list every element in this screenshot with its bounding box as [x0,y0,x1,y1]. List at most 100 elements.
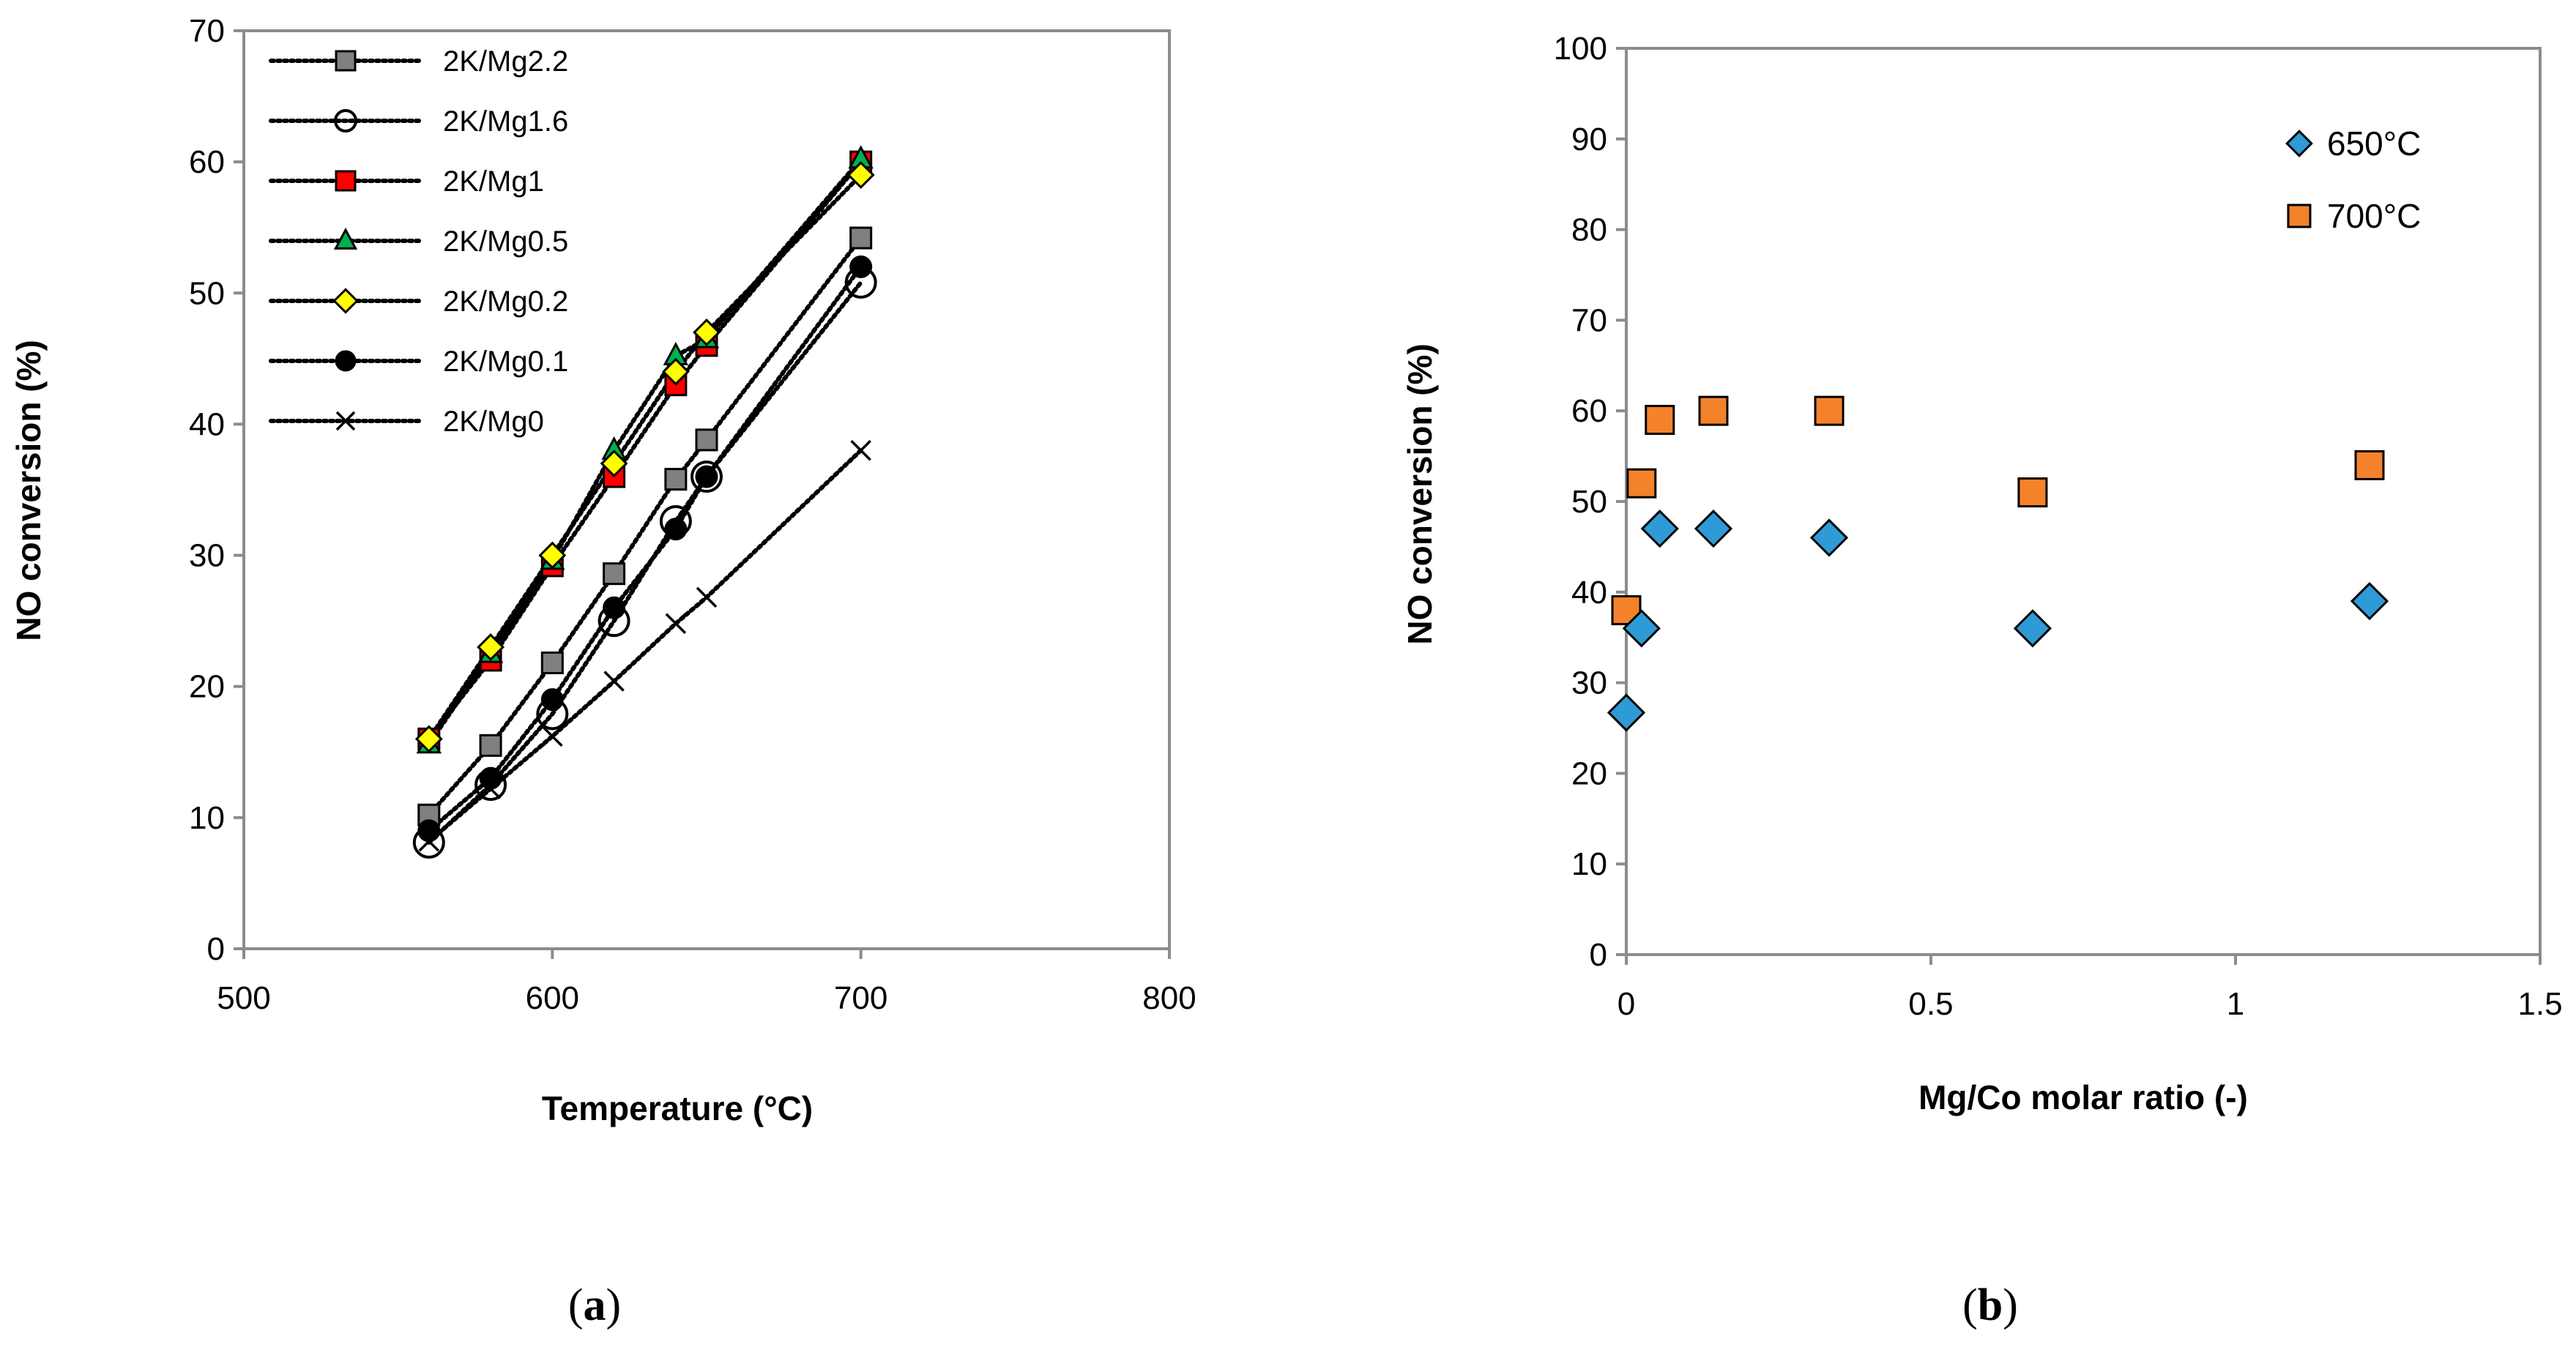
panel-b-ylabel: NO conversion (%) [1401,343,1439,645]
panel-b-ytick-label: 50 [1571,484,1607,520]
panel-a-ytick-label: 60 [189,144,225,180]
panel-b-ytick-label: 20 [1571,755,1607,791]
data-point-700-c [2017,477,2048,508]
data-point-650-c [1622,609,1661,648]
panel-a-ytick-label: 20 [189,669,225,705]
panel-a-ytick-label: 0 [207,931,225,967]
panel-b-xlabel: Mg/Co molar ratio (-) [1918,1078,2248,1116]
data-point-2k-mg0 [418,830,440,852]
data-point-2k-mg2-2 [540,651,564,674]
panel-b-caption-letter: b [1978,1280,2003,1330]
legend-marker [2285,130,2313,157]
panel-b-ytick-label: 70 [1571,302,1607,338]
data-point-2k-mg2-2 [603,562,626,586]
panel-b-ytick-label: 10 [1571,846,1607,882]
legend-item-2k-mg0-1: 2K/Mg0.1 [269,346,568,378]
panel-a-xtick-label: 800 [1142,980,1196,1016]
legend-marker [335,50,357,72]
legend-item-2k-mg1: 2K/Mg1 [269,165,544,198]
legend-marker [332,288,359,314]
legend-marker [2287,204,2312,228]
panel-b-ytick-label: 40 [1571,575,1607,611]
data-point-700-c [1814,395,1844,426]
legend-label: 2K/Mg0.5 [443,225,568,258]
data-point-2k-mg2-2 [695,428,718,452]
panel-b-ytick-label: 100 [1554,31,1607,67]
legend-label: 2K/Mg0 [443,406,544,438]
legend-item-2k-mg0-2: 2K/Mg0.2 [269,286,568,318]
panel-b-ytick-label: 30 [1571,665,1607,701]
data-point-2k-mg0-2 [693,318,721,346]
data-point-700-c [1626,468,1657,499]
data-point-2k-mg0-2 [661,357,690,386]
panel-a-legend: 2K/Mg2.2 2K/Mg1.6 2K/Mg1 2K/Mg0.5 2K/Mg0.2 2K… [269,45,568,438]
data-point-2k-mg0 [665,613,687,634]
panel-b-xtick-label: 1.5 [2517,986,2562,1022]
legend-item-2k-mg0-5: 2K/Mg0.5 [269,225,568,258]
data-point-2k-mg0 [603,671,625,692]
panel-b-xtick-label: 1 [2227,986,2244,1022]
panel-b-caption: (b) [1962,1280,2018,1330]
panel-a-xtick-label: 500 [217,980,270,1016]
data-point-2k-mg0 [542,725,563,747]
legend-marker [334,109,357,133]
panel-b-plot-area [1625,47,2542,956]
legend-marker [335,350,357,372]
data-point-2k-mg0 [480,778,502,799]
legend-item-2k-mg2-2: 2K/Mg2.2 [269,45,568,78]
legend-label: 2K/Mg0.2 [443,286,568,318]
panel-a-caption-letter: a [584,1280,606,1330]
panel-b-legend: 650°C 700°C [2285,124,2421,235]
data-point-2k-mg0-1 [664,518,688,541]
data-point-2k-mg2-2 [849,226,873,250]
panel-a-ytick-label: 70 [189,13,225,49]
panel-a-ytick-label: 50 [189,275,225,311]
data-point-2k-mg0-1 [479,766,502,790]
data-point-2k-mg0-1 [603,596,626,619]
data-point-650-c [1809,518,1849,557]
data-point-2k-mg0-1 [849,255,873,278]
data-point-2k-mg0-2 [600,449,628,478]
data-point-650-c [2350,582,2389,621]
legend-marker [333,227,358,250]
legend-label: 2K/Mg2.2 [443,45,568,78]
panel-a-xtick-label: 700 [834,980,887,1016]
panel-b-ytick-label: 60 [1571,393,1607,429]
data-point-2k-mg0-2 [846,161,875,189]
panel-a-caption: (a) [568,1280,621,1330]
data-point-2k-mg0 [696,586,718,608]
panel-b-ytick-label: 80 [1571,212,1607,248]
data-point-2k-mg1-6 [690,460,723,493]
panel-b-ytick-label: 0 [1590,937,1607,973]
legend-label: 2K/Mg0.1 [443,346,568,378]
panel-a-ytick-label: 30 [189,538,225,574]
legend-label: 2K/Mg1 [443,165,544,198]
data-point-2k-mg0-2 [477,633,505,661]
panel-b-ytick-label: 90 [1571,122,1607,157]
legend-item-2k-mg1-6: 2K/Mg1.6 [269,105,568,138]
data-point-650-c [1640,510,1679,548]
data-point-700-c [1698,395,1729,426]
panel-a-ytick-label: 10 [189,800,225,836]
data-point-2k-mg0-1 [695,465,718,488]
legend-label: 2K/Mg1.6 [443,105,568,138]
data-point-650-c [2013,609,2052,648]
panel-b-chart: 0 10 20 30 40 50 60 70 80 90 100 0 0.5 1 1.5 650°C 700°… [1401,31,2563,1330]
data-point-2k-mg0-1 [540,688,564,712]
panel-a-ylabel: NO conversion (%) [10,340,48,641]
panel-a-plot-area [242,29,1171,950]
panel-a-ytick-label: 40 [189,406,225,442]
data-point-650-c [1694,510,1733,548]
panel-b-xtick-label: 0.5 [1908,986,1953,1022]
data-point-650-c [1607,693,1646,732]
legend-label: 700°C [2327,197,2421,235]
legend-marker [335,170,357,192]
legend-marker [335,411,356,431]
data-point-2k-mg0-2 [538,541,567,570]
data-point-2k-mg0 [850,440,871,461]
legend-item-700-c: 700°C [2287,197,2421,235]
legend-item-2k-mg0: 2K/Mg0 [269,406,544,438]
legend-label: 650°C [2327,124,2421,163]
